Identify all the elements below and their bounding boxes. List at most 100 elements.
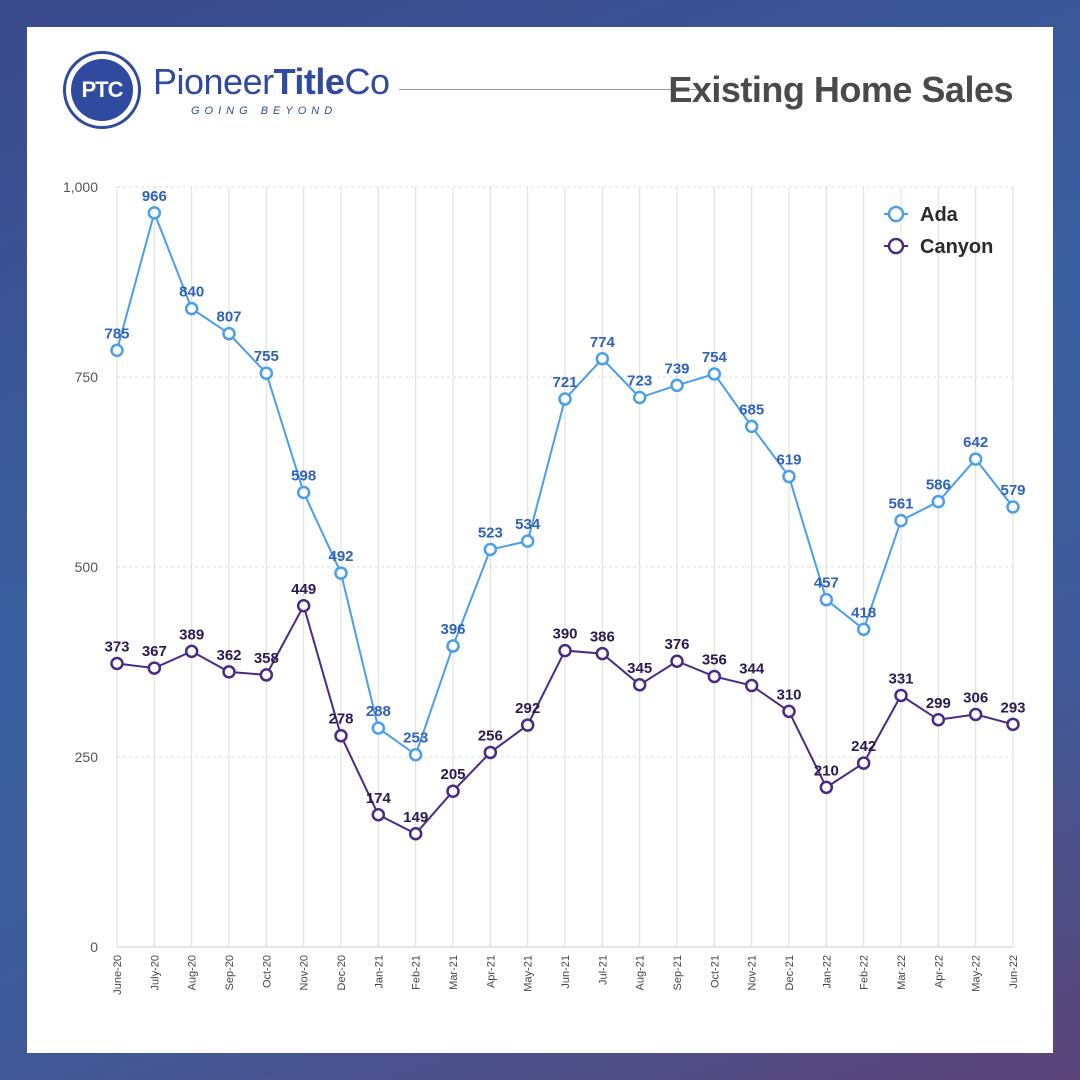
chart-card: PTC PioneerTitleCo GOING BEYOND Existing… (27, 27, 1053, 1053)
brand-logo: PTC PioneerTitleCo GOING BEYOND (63, 51, 403, 135)
data-label-ada: 739 (664, 360, 689, 377)
data-label-ada: 807 (216, 309, 241, 326)
data-label-canyon: 390 (552, 626, 577, 643)
data-point-ada (371, 721, 386, 735)
data-label-ada: 966 (142, 188, 167, 205)
data-label-canyon: 376 (664, 636, 689, 653)
data-label-canyon: 310 (776, 686, 801, 703)
data-point-ada (968, 452, 983, 466)
data-point-ada (707, 367, 722, 381)
data-label-ada: 561 (888, 496, 913, 513)
data-label-canyon: 449 (291, 581, 316, 598)
data-label-canyon: 389 (179, 626, 204, 643)
data-point-ada (296, 485, 311, 500)
data-point-canyon (931, 713, 946, 727)
legend-label-canyon: Canyon (920, 236, 993, 258)
x-tick-label: Feb-21 (411, 955, 423, 990)
data-point-ada (259, 366, 274, 380)
data-label-ada: 723 (627, 373, 652, 390)
data-point-ada (744, 419, 759, 434)
legend-label-ada: Ada (920, 204, 959, 226)
page-title: Existing Home Sales (668, 69, 1013, 110)
data-point-canyon (558, 643, 572, 658)
x-tick-label: Oct-20 (261, 955, 273, 988)
data-label-canyon: 205 (440, 766, 465, 783)
x-tick-label: Jun-22 (1008, 955, 1020, 989)
data-point-canyon (707, 669, 722, 684)
brand-tagline: GOING BEYOND (191, 105, 338, 117)
data-point-ada (408, 747, 423, 762)
data-point-ada (670, 378, 684, 393)
data-point-ada (894, 513, 908, 528)
y-tick-label: 500 (75, 559, 99, 575)
data-label-ada: 642 (963, 434, 988, 451)
data-label-canyon: 386 (590, 629, 615, 646)
logo-badge: PTC (63, 51, 141, 129)
data-point-ada (558, 392, 572, 406)
x-tick-label: Aug-20 (187, 955, 199, 990)
data-label-canyon: 242 (851, 738, 876, 755)
data-label-canyon: 331 (888, 670, 913, 687)
data-point-canyon (968, 707, 983, 722)
data-point-canyon (296, 599, 311, 613)
x-tick-label: Sep-20 (224, 955, 236, 990)
data-point-ada (184, 301, 199, 316)
data-point-ada (446, 639, 460, 653)
brand-name-part1: Pioneer (153, 61, 274, 102)
data-label-ada: 579 (1000, 482, 1025, 499)
data-label-ada: 457 (814, 575, 839, 592)
data-point-canyon (259, 668, 274, 682)
data-label-ada: 288 (366, 703, 391, 720)
x-tick-label: Apr-21 (485, 955, 497, 988)
data-point-canyon (856, 756, 871, 770)
x-tick-label: Feb-22 (859, 955, 871, 990)
x-tick-label: Jul-21 (597, 955, 609, 985)
data-point-canyon (670, 654, 684, 668)
data-label-canyon: 292 (515, 700, 540, 717)
x-tick-label: Jun-21 (560, 955, 572, 989)
x-tick-label: Dec-21 (784, 955, 796, 990)
data-label-ada: 523 (478, 525, 503, 542)
data-point-ada (222, 326, 236, 341)
data-label-ada: 754 (702, 349, 728, 366)
legend-marker-canyon (887, 237, 905, 255)
data-point-canyon (520, 718, 535, 732)
data-label-canyon: 256 (478, 727, 503, 744)
data-label-ada: 774 (590, 334, 616, 351)
data-label-canyon: 174 (366, 790, 392, 807)
data-point-canyon (632, 678, 647, 692)
data-label-ada: 598 (291, 468, 316, 485)
data-point-ada (520, 534, 535, 548)
data-point-canyon (147, 661, 162, 675)
x-tick-label: May-22 (971, 955, 983, 992)
logo-initials: PTC (71, 59, 133, 121)
data-point-ada (595, 352, 610, 366)
y-tick-label: 250 (75, 749, 99, 765)
data-label-ada: 721 (552, 374, 577, 391)
x-tick-label: Mar-22 (896, 955, 908, 990)
data-label-canyon: 367 (142, 643, 167, 660)
data-point-ada (632, 390, 647, 405)
data-label-canyon: 344 (739, 661, 765, 678)
data-point-canyon (446, 784, 460, 798)
brand-name-part3: Co (344, 61, 390, 102)
data-label-ada: 755 (254, 348, 279, 365)
data-point-canyon (894, 688, 908, 703)
data-label-ada: 492 (328, 548, 353, 565)
x-tick-label: June-20 (112, 955, 124, 995)
x-tick-label: Sep-21 (672, 955, 684, 990)
data-point-canyon (408, 827, 423, 841)
data-label-ada: 685 (739, 401, 764, 418)
data-point-ada (856, 622, 871, 637)
y-tick-label: 1,000 (63, 179, 98, 195)
data-point-ada (819, 592, 834, 607)
data-label-ada: 418 (851, 604, 876, 621)
data-label-canyon: 293 (1000, 699, 1025, 716)
x-tick-label: July-20 (149, 955, 161, 990)
x-tick-label: May-21 (523, 955, 535, 992)
x-tick-label: Mar-21 (448, 955, 460, 990)
x-tick-label: Jan-21 (373, 955, 385, 989)
data-label-ada: 396 (440, 621, 465, 638)
data-label-ada: 253 (403, 730, 428, 747)
